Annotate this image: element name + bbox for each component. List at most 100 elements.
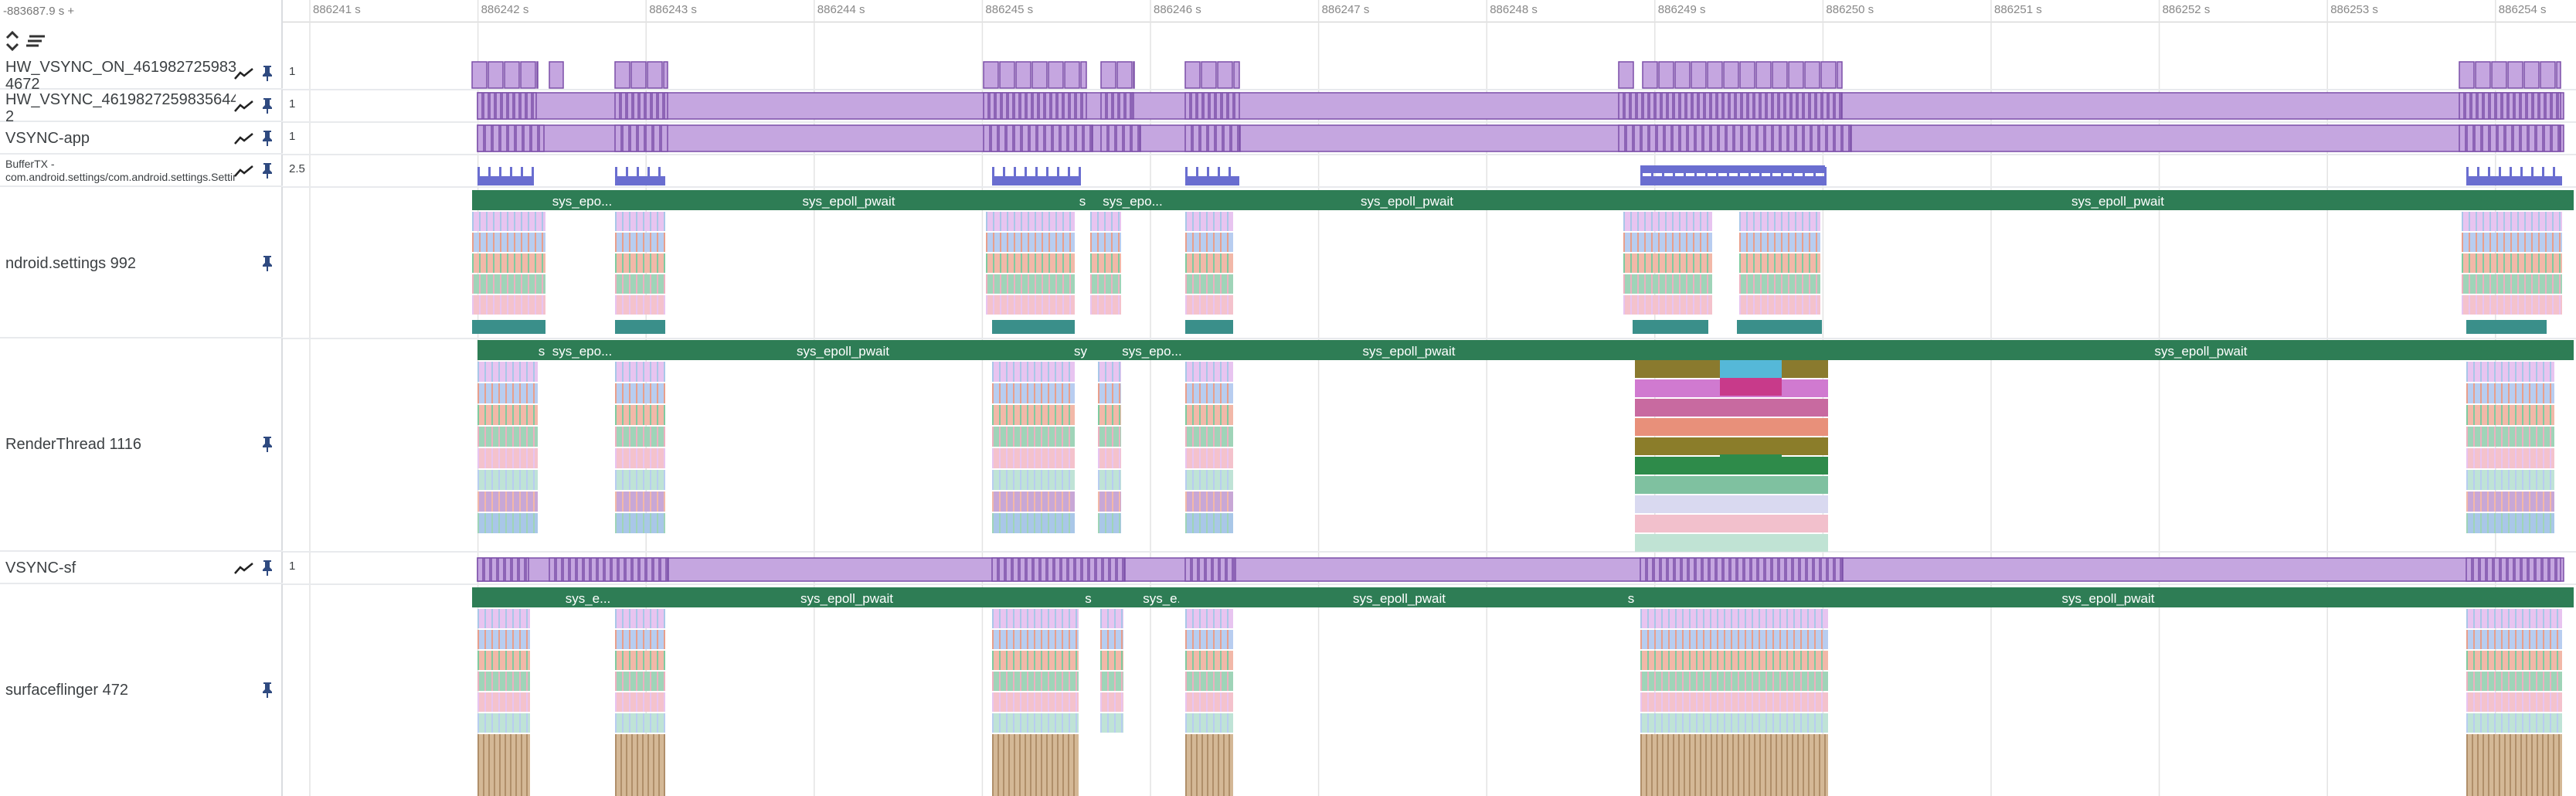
settings-child-slice bbox=[1746, 274, 1748, 294]
render-burst-slice bbox=[1720, 378, 1782, 396]
settings-child-slice bbox=[2469, 253, 2470, 273]
render-child-slice bbox=[526, 448, 528, 468]
settings-child-slice bbox=[1707, 274, 1708, 294]
render-child-slice bbox=[2529, 513, 2530, 533]
render-child-slice bbox=[1227, 362, 1229, 382]
render-child-slice bbox=[1034, 448, 1035, 468]
render-child-slice bbox=[1213, 362, 1215, 382]
sf-child-slice bbox=[664, 692, 665, 712]
line-chart-icon[interactable] bbox=[234, 563, 254, 575]
settings-child-slice bbox=[1069, 233, 1071, 252]
settings-child-slice bbox=[1693, 233, 1694, 252]
settings-child-slice bbox=[1767, 295, 1769, 315]
render-child-slice bbox=[1192, 448, 1194, 468]
line-chart-icon[interactable] bbox=[234, 100, 254, 113]
render-slice-label: s bbox=[539, 344, 545, 359]
buffertx-bar bbox=[1738, 167, 1740, 185]
tracks-canvas[interactable]: sys_epo... sys_epoll_pwait s sys_epo... sys_… bbox=[283, 0, 2576, 796]
sf-bottom-slice bbox=[1781, 734, 1782, 796]
hw-vsync-pulse bbox=[1822, 92, 1828, 120]
render-child-slice bbox=[664, 492, 665, 512]
sf-child-slice bbox=[1192, 630, 1194, 649]
settings-child-slice bbox=[1062, 274, 1064, 294]
sf-child-slice bbox=[1213, 630, 1215, 649]
settings-child-slice bbox=[2559, 274, 2561, 294]
pin-icon[interactable] bbox=[261, 130, 274, 147]
vsync-sf-pulse bbox=[625, 557, 632, 582]
render-child-slice bbox=[2550, 513, 2551, 533]
pin-icon[interactable] bbox=[261, 65, 274, 82]
pin-icon[interactable] bbox=[261, 560, 274, 577]
hw-vsync-pulse bbox=[614, 92, 620, 120]
hw-vsync-pulse bbox=[1803, 92, 1810, 120]
sf-child-slice bbox=[1114, 692, 1116, 712]
hw-vsync-pulse bbox=[1026, 92, 1032, 120]
settings-child-slice bbox=[1707, 233, 1708, 252]
vsync-app-pulse bbox=[1772, 124, 1780, 152]
hw-vsync-pulse bbox=[2551, 92, 2557, 120]
settings-child-slice bbox=[1192, 233, 1194, 252]
sf-child-slice bbox=[657, 651, 658, 670]
timeline-area[interactable]: 886241 s 886242 s 886243 s 886244 s 886245 s… bbox=[283, 0, 2576, 796]
render-child-slice bbox=[999, 427, 1001, 447]
sf-child-slice bbox=[1772, 630, 1774, 649]
render-child-slice bbox=[1034, 492, 1035, 512]
ruler-tick-label: 886245 s bbox=[985, 3, 1034, 16]
line-chart-icon[interactable] bbox=[234, 133, 254, 145]
pin-icon[interactable] bbox=[261, 255, 274, 272]
settings-child-slice bbox=[1767, 212, 1769, 231]
vsync-sf-pulse bbox=[511, 557, 518, 582]
line-chart-icon[interactable] bbox=[234, 165, 254, 178]
sf-child-slice bbox=[2529, 609, 2530, 628]
sf-child-slice bbox=[1062, 692, 1063, 712]
hw-vsync-on-pulse bbox=[2523, 61, 2540, 89]
vsync-app-pulse bbox=[1687, 124, 1695, 152]
render-child-slice bbox=[477, 513, 538, 533]
sf-child-slice bbox=[498, 672, 500, 691]
vsync-sf-pulse bbox=[1184, 557, 1191, 582]
render-child-slice bbox=[1119, 362, 1120, 382]
pin-icon[interactable] bbox=[261, 682, 274, 699]
sf-child-slice bbox=[615, 651, 617, 670]
sf-child-slice bbox=[1006, 692, 1008, 712]
render-child-slice bbox=[1098, 427, 1099, 447]
vsync-app-pulse bbox=[1695, 124, 1703, 152]
sf-child-slice bbox=[1682, 630, 1684, 649]
sort-lines-icon[interactable] bbox=[25, 32, 46, 51]
sf-child-slice bbox=[1647, 609, 1649, 628]
render-child-slice bbox=[2487, 383, 2489, 403]
pin-icon[interactable] bbox=[261, 436, 274, 453]
render-child-slice bbox=[2494, 427, 2496, 447]
hw-vsync-pulse bbox=[1051, 92, 1057, 120]
sf-child-slice bbox=[2543, 713, 2544, 733]
settings-child-slice bbox=[2517, 212, 2519, 231]
settings-child-slice bbox=[2483, 274, 2484, 294]
expand-collapse-icon[interactable] bbox=[3, 29, 22, 53]
settings-child-slice bbox=[1035, 233, 1036, 252]
settings-slice bbox=[472, 190, 545, 210]
render-child-slice bbox=[2543, 427, 2544, 447]
settings-child-slice bbox=[1118, 295, 1120, 315]
settings-child-slice bbox=[479, 233, 481, 252]
counter-max-label: 2.5 bbox=[289, 162, 305, 175]
sf-child-slice bbox=[1731, 672, 1732, 691]
sf-child-slice bbox=[1100, 672, 1123, 691]
sf-child-slice bbox=[1006, 651, 1008, 670]
sf-child-slice bbox=[2557, 651, 2558, 670]
vsync-app-pulse bbox=[539, 124, 545, 152]
pin-icon[interactable] bbox=[261, 162, 274, 179]
sf-child-slice bbox=[1199, 630, 1201, 649]
render-child-slice bbox=[622, 492, 624, 512]
settings-child-slice bbox=[521, 253, 522, 273]
settings-child-slice bbox=[986, 295, 987, 315]
render-burst-slice bbox=[1635, 437, 1828, 455]
time-ruler[interactable]: 886241 s 886242 s 886243 s 886244 s 886245 s… bbox=[283, 0, 2576, 22]
sf-child-slice bbox=[1076, 630, 1077, 649]
sf-child-slice bbox=[1227, 692, 1229, 712]
buffertx-bar bbox=[1068, 167, 1070, 185]
hw-vsync-pulse bbox=[1692, 92, 1698, 120]
render-child-slice bbox=[1185, 492, 1187, 512]
pin-icon[interactable] bbox=[261, 97, 274, 114]
line-chart-icon[interactable] bbox=[234, 68, 254, 80]
render-child-slice bbox=[1055, 513, 1056, 533]
